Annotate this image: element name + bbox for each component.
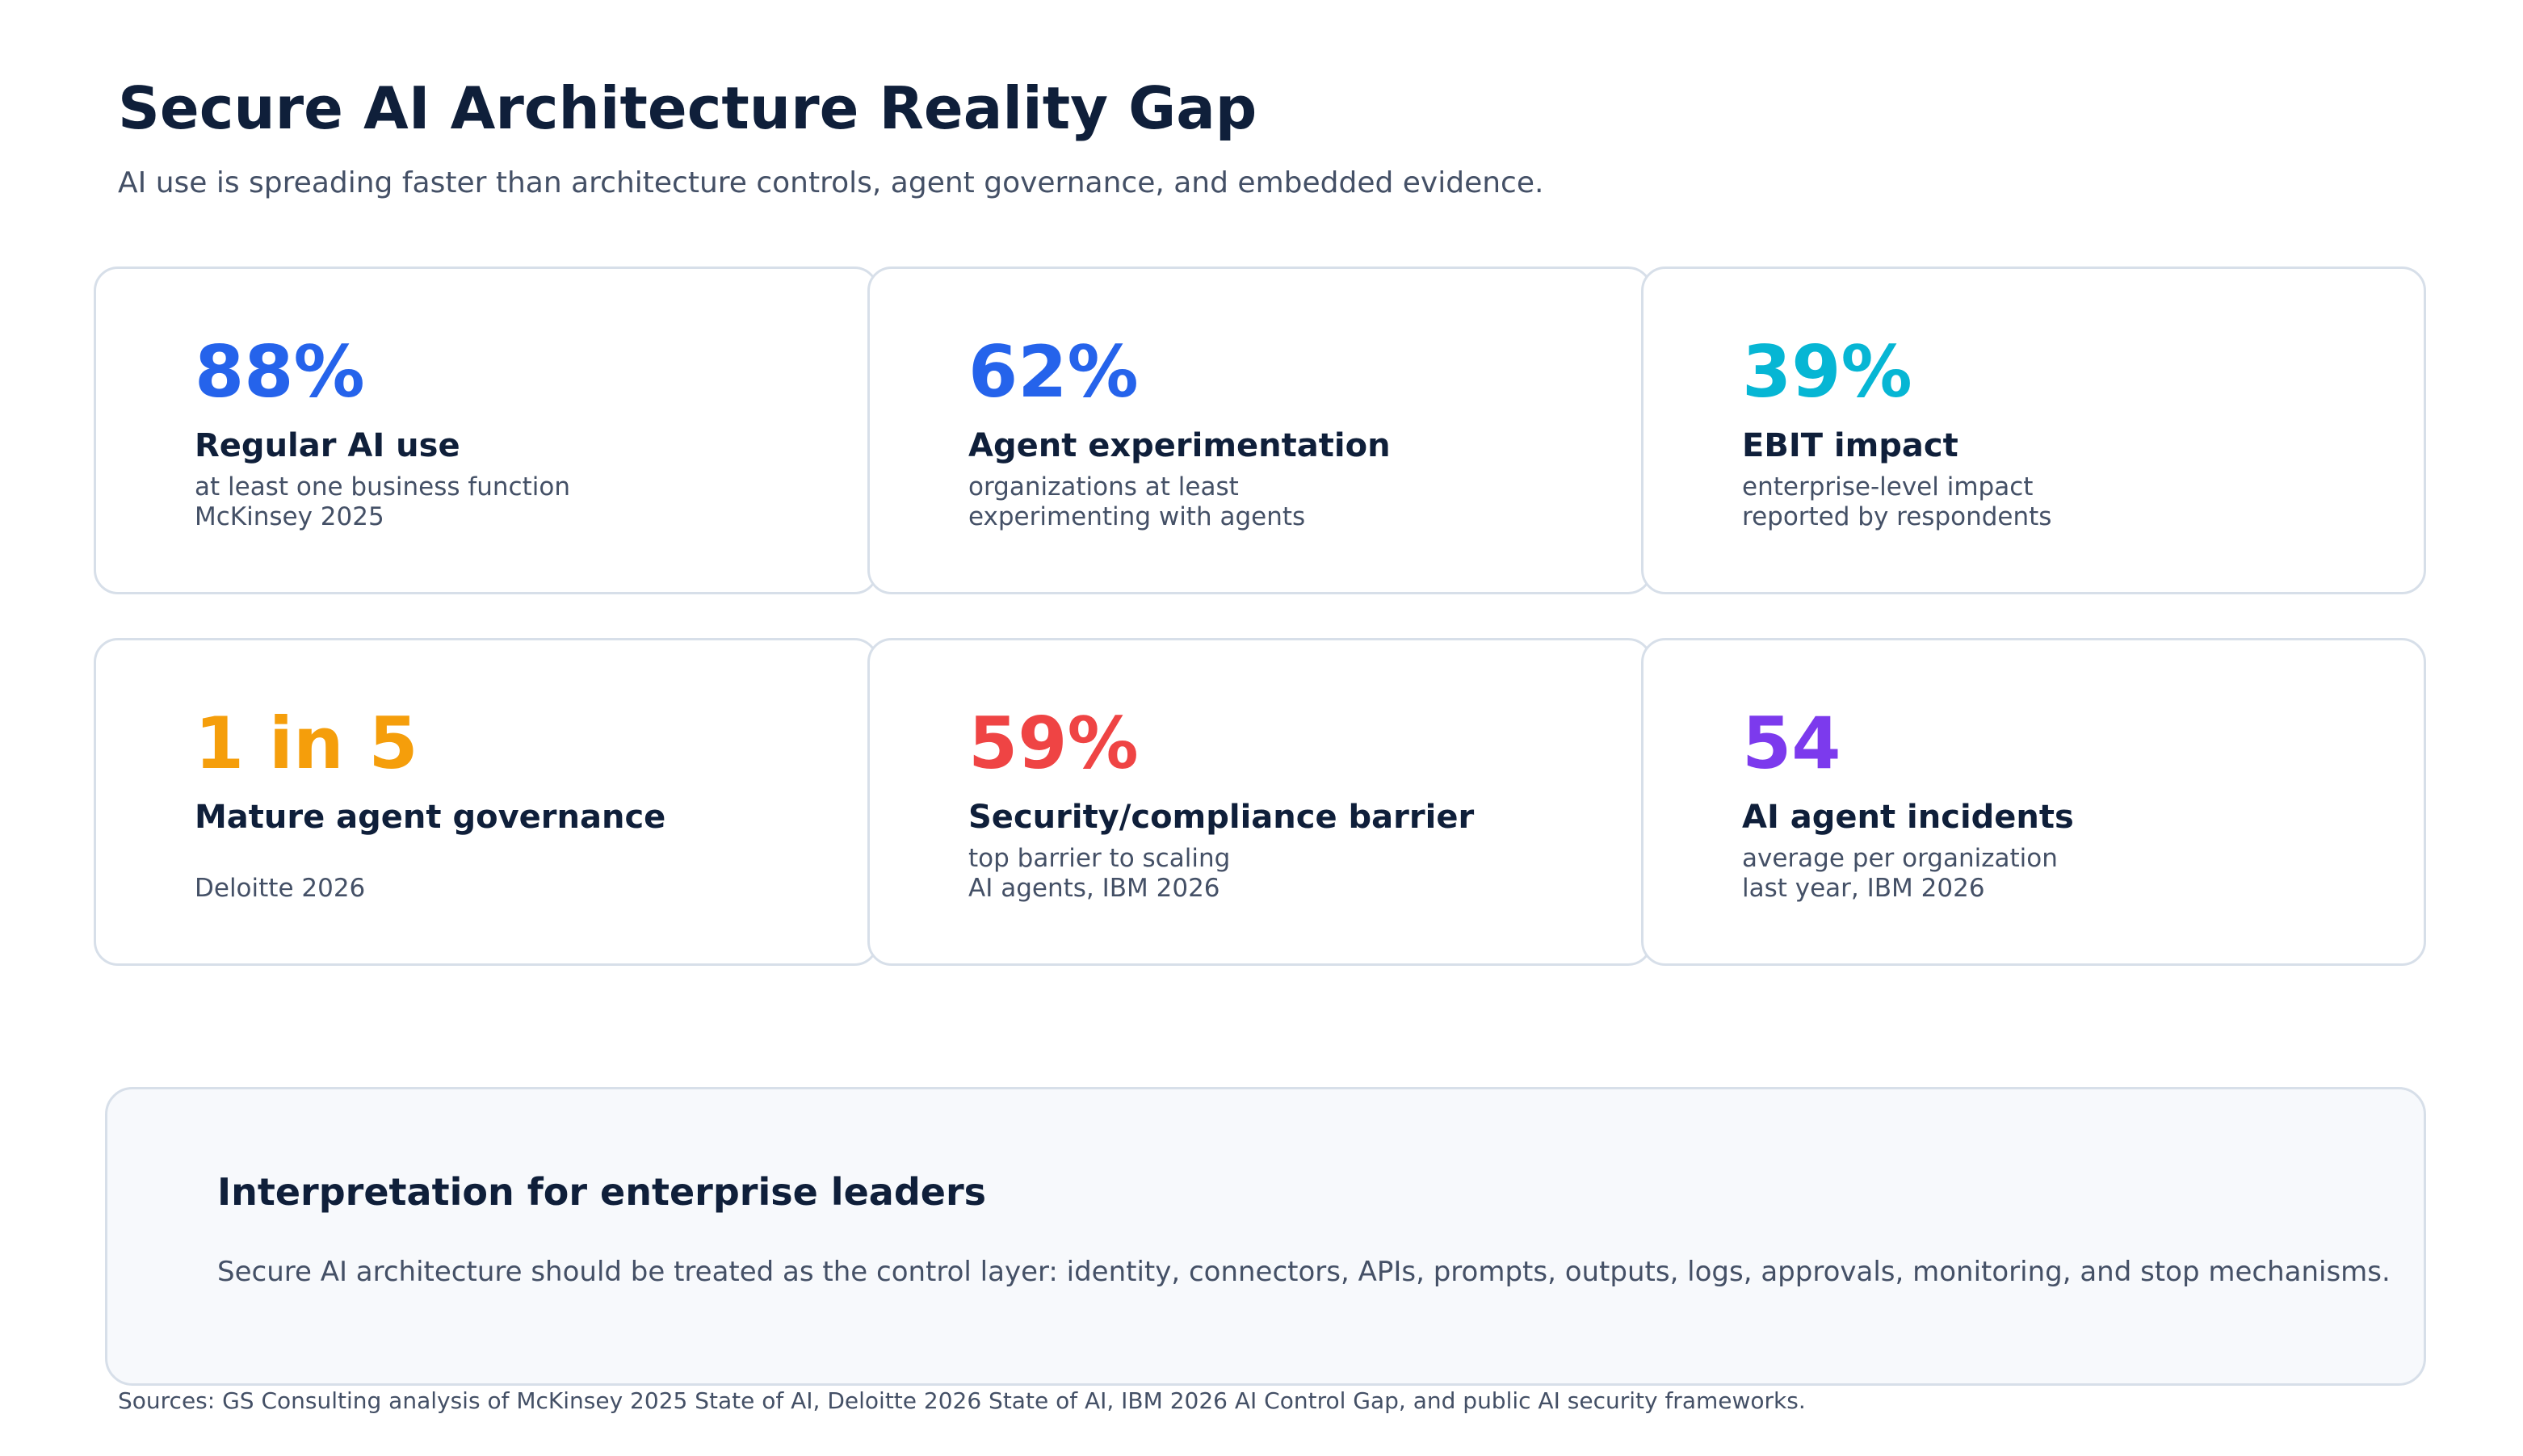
stat-description: top barrier to scaling AI agents, IBM 20…: [968, 844, 1230, 904]
stat-value: 1 in 5: [195, 702, 418, 785]
stat-description: organizations at least experimenting wit…: [968, 472, 1305, 532]
stat-value: 62%: [968, 330, 1139, 413]
stat-description: average per organization last year, IBM …: [1742, 844, 2058, 904]
stat-description-line: Deloitte 2026: [195, 874, 366, 903]
interpretation-body: Secure AI architecture should be treated…: [217, 1256, 2391, 1288]
stat-card-ai-agent-incidents: 54 AI agent incidents average per organi…: [1641, 638, 2426, 966]
stat-label: EBIT impact: [1742, 427, 1958, 464]
stat-card-security-compliance-barrier: 59% Security/compliance barrier top barr…: [867, 638, 1652, 966]
stat-value: 39%: [1742, 330, 1912, 413]
stat-card-agent-experimentation: 62% Agent experimentation organizations …: [867, 266, 1652, 594]
stat-card-regular-ai-use: 88% Regular AI use at least one business…: [94, 266, 879, 594]
stat-description: Deloitte 2026: [195, 844, 365, 904]
stat-description: enterprise-level impact reported by resp…: [1742, 472, 2051, 532]
page-subtitle: AI use is spreading faster than architec…: [118, 166, 1544, 199]
stat-description-line: AI agents, IBM 2026: [968, 874, 1220, 903]
stat-description-line: [195, 844, 365, 874]
stat-value: 54: [1742, 702, 1841, 785]
stat-description-line: average per organization: [1742, 844, 2058, 873]
stat-label: Mature agent governance: [195, 799, 666, 836]
stat-value: 59%: [968, 702, 1139, 785]
stat-label: Security/compliance barrier: [968, 799, 1475, 836]
page-title: Secure AI Architecture Reality Gap: [118, 74, 1257, 142]
stat-card-ebit-impact: 39% EBIT impact enterprise-level impact …: [1641, 266, 2426, 594]
sources-footnote: Sources: GS Consulting analysis of McKin…: [118, 1387, 1806, 1414]
stat-description: at least one business function McKinsey …: [195, 472, 570, 532]
interpretation-panel: Interpretation for enterprise leaders Se…: [105, 1087, 2426, 1386]
stat-description-line: enterprise-level impact: [1742, 472, 2034, 501]
stat-description-line: top barrier to scaling: [968, 844, 1231, 873]
stat-description-line: organizations at least: [968, 472, 1239, 501]
stat-description-line: last year, IBM 2026: [1742, 874, 1985, 903]
interpretation-heading: Interpretation for enterprise leaders: [217, 1170, 987, 1214]
stat-description-line: reported by respondents: [1742, 502, 2052, 531]
stat-description-line: at least one business function: [195, 472, 570, 501]
stat-label: Regular AI use: [195, 427, 460, 464]
stat-description-line: experimenting with agents: [968, 502, 1306, 531]
stat-label: AI agent incidents: [1742, 799, 2074, 836]
stat-card-mature-agent-governance: 1 in 5 Mature agent governance Deloitte …: [94, 638, 879, 966]
stat-description-line: McKinsey 2025: [195, 502, 384, 531]
stat-value: 88%: [195, 330, 365, 413]
stat-label: Agent experimentation: [968, 427, 1391, 464]
